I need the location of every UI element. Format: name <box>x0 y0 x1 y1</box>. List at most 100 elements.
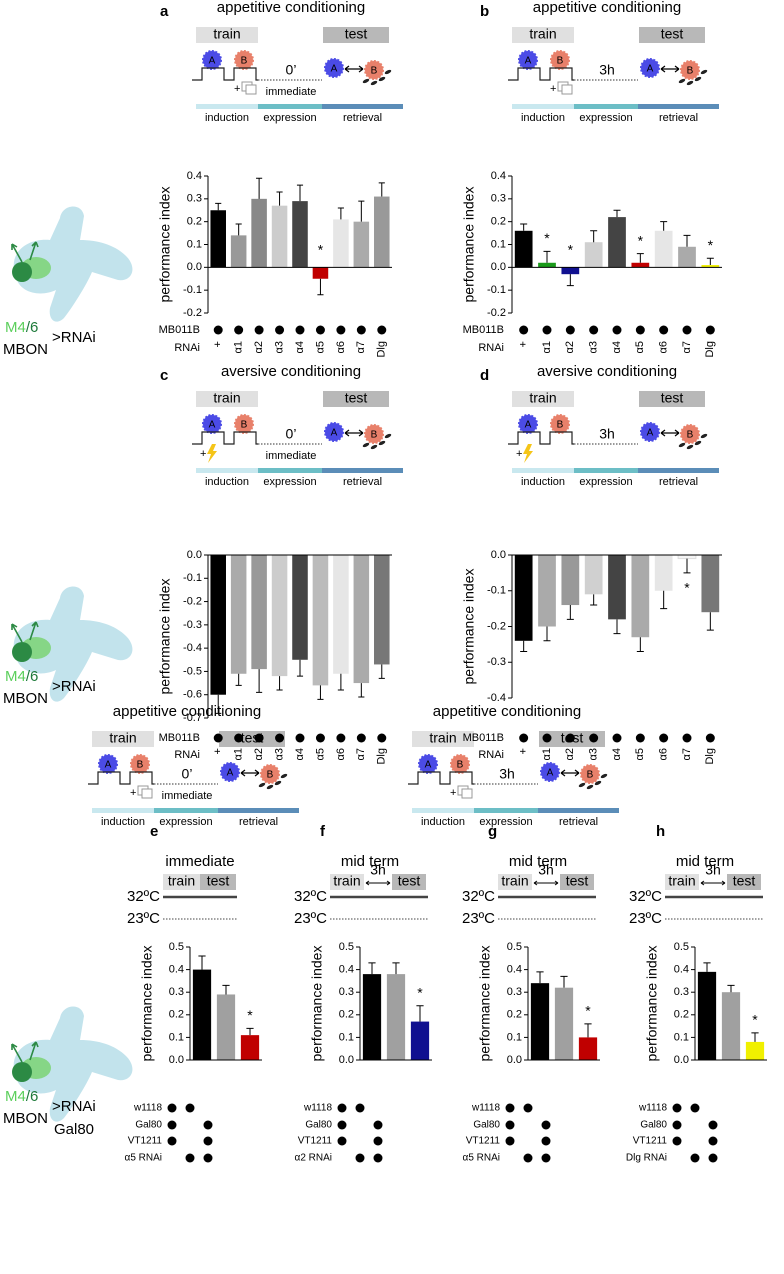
odor-label: A <box>525 56 532 67</box>
error-bar <box>636 637 644 653</box>
error-bar <box>368 962 376 975</box>
test-label: test <box>566 873 589 889</box>
significance-star: * <box>568 241 574 257</box>
y-tick-label: 0.3 <box>674 986 689 998</box>
genotype-dot <box>705 733 715 743</box>
genotype-dot <box>295 325 305 335</box>
error-bar <box>560 975 568 988</box>
y-tick-label: 0.0 <box>187 261 202 273</box>
genotype-label: α2 RNAi <box>295 1153 332 1164</box>
panel-letter: f <box>320 823 326 840</box>
x-tick-label: α1 <box>541 748 553 760</box>
significance-star: * <box>708 237 714 253</box>
bar <box>312 267 329 279</box>
y-axis-label: performance index <box>644 946 660 1062</box>
panel-letter: e <box>150 823 158 840</box>
genotype-dot <box>377 325 387 335</box>
y-tick-label: -0.2 <box>487 307 506 319</box>
odor-label: A <box>647 64 654 75</box>
bar <box>701 555 720 613</box>
y-tick-label: -0.7 <box>183 712 202 724</box>
odor <box>550 414 570 434</box>
genotype-label: w1118 <box>638 1103 667 1114</box>
chart-subtitle: immediate <box>165 853 234 870</box>
x-tick-label: + <box>212 748 224 754</box>
train-box <box>196 391 258 407</box>
x-tick-label: α3 <box>273 748 285 760</box>
error-bar <box>296 184 304 202</box>
significance-star: * <box>638 232 644 248</box>
y-tick-label: 0.1 <box>674 1031 689 1043</box>
y-tick-label: -0.1 <box>487 585 506 597</box>
x-tick-label: α5 <box>314 341 326 353</box>
x-tick-label: α1 <box>233 748 245 760</box>
bar <box>210 555 226 695</box>
y-tick-label: -0.5 <box>183 665 202 677</box>
y-tick-label: 0.3 <box>187 193 202 205</box>
error-bar <box>703 962 711 972</box>
train-label: train <box>501 873 528 889</box>
mbon-name: M4/6 <box>5 668 38 685</box>
x-tick-label: α2 <box>253 341 265 353</box>
genotype-label: VT1211 <box>633 1136 668 1147</box>
genotype-dot <box>690 1103 700 1113</box>
significance-star: * <box>684 580 690 596</box>
error-bar <box>706 612 714 631</box>
fly <box>362 442 370 448</box>
genotype-dot <box>672 1136 682 1146</box>
y-tick-label: -0.3 <box>183 619 202 631</box>
genotype-dot <box>612 733 622 743</box>
chart-subtitle: mid term <box>509 853 567 870</box>
genotype-dot <box>589 325 599 335</box>
genotype-dot <box>708 1136 718 1146</box>
x-tick-label: α1 <box>541 341 553 353</box>
y-tick-label: 0.2 <box>507 1009 522 1021</box>
test-label: test <box>661 26 684 42</box>
fly <box>274 780 282 786</box>
odor-label: B <box>371 430 378 441</box>
fly <box>686 444 694 450</box>
genotype-dot <box>635 733 645 743</box>
x-tick-label: α6 <box>658 341 670 353</box>
odor-label: A <box>647 428 654 439</box>
y-tick-label: 0.0 <box>674 1054 689 1066</box>
x-tick-label: α3 <box>273 341 285 353</box>
y-axis-label: performance index <box>157 579 173 695</box>
test-box <box>639 391 705 407</box>
odor-label: A <box>105 760 112 771</box>
y-tick-label: 0.4 <box>187 170 202 182</box>
error-bar <box>378 182 385 197</box>
genotype-label: w1118 <box>133 1103 162 1114</box>
bar <box>386 974 406 1060</box>
y-tick-label: 0.4 <box>339 964 354 976</box>
x-tick-label: α6 <box>335 748 347 760</box>
test-label: test <box>398 873 421 889</box>
genotype-dot <box>505 1120 515 1130</box>
bar <box>538 262 556 268</box>
odor-label: A <box>209 420 216 431</box>
test-box <box>200 874 236 890</box>
genotype-dot <box>315 325 325 335</box>
phase-label: retrieval <box>343 476 382 488</box>
y-tick-label: -0.6 <box>183 689 202 701</box>
phase-bar <box>538 808 619 813</box>
train-label: train <box>668 873 695 889</box>
genotype-label: MB011B <box>463 324 504 336</box>
phase-label: expression <box>159 816 212 828</box>
chart-subtitle: mid term <box>341 853 399 870</box>
test-box <box>560 874 594 890</box>
bar <box>251 555 267 670</box>
phase-label: induction <box>205 476 249 488</box>
temp-high-label: 32ºC <box>294 888 327 905</box>
sugar-icon <box>245 84 257 95</box>
bar <box>271 555 288 677</box>
odor-label: B <box>267 770 274 781</box>
odor <box>260 764 280 784</box>
phase-bar <box>92 808 154 813</box>
y-tick-label: 0.4 <box>507 964 522 976</box>
fly <box>258 782 266 788</box>
x-tick-label: α3 <box>588 341 600 353</box>
genotype-dot <box>356 325 366 335</box>
fly <box>280 773 288 779</box>
x-tick-label: α4 <box>611 341 623 353</box>
